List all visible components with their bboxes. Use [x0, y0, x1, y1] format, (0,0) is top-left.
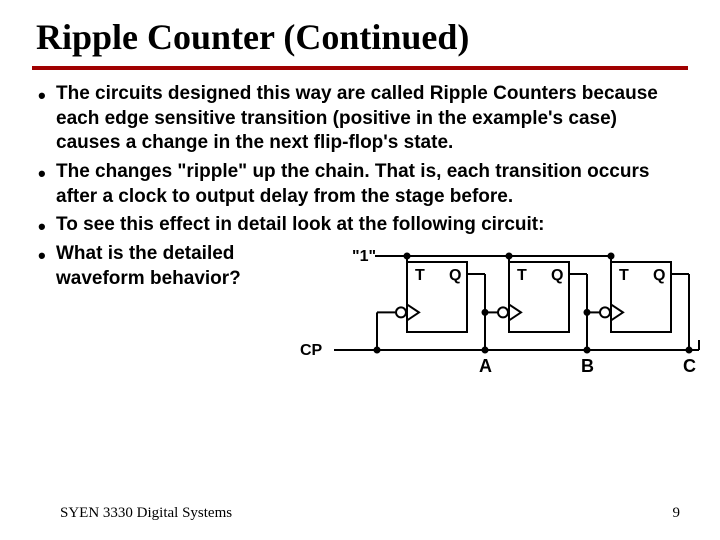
footer-left: SYEN 3330 Digital Systems — [60, 505, 232, 522]
title-underline — [32, 66, 688, 70]
svg-text:CP: CP — [300, 342, 323, 359]
svg-text:B: B — [581, 356, 594, 376]
bullet-item: What is the detailed waveform behavior? … — [34, 242, 682, 390]
page-number: 9 — [673, 505, 681, 522]
svg-text:Q: Q — [449, 267, 461, 284]
circuit-diagram: "1" CP T Q T Q T Q A B C — [294, 242, 704, 390]
svg-text:T: T — [619, 267, 629, 284]
svg-text:"1": "1" — [352, 248, 376, 265]
svg-text:Q: Q — [551, 267, 563, 284]
bullet-item: The circuits designed this way are calle… — [34, 82, 682, 156]
bullet-text: What is the detailed waveform behavior? — [56, 242, 286, 291]
svg-text:T: T — [415, 267, 425, 284]
slide-title: Ripple Counter (Continued) — [32, 16, 688, 58]
svg-text:C: C — [683, 356, 696, 376]
bullet-item: The changes "ripple" up the chain. That … — [34, 160, 682, 209]
svg-text:T: T — [517, 267, 527, 284]
circuit-svg: "1" CP T Q T Q T Q A B C — [294, 242, 704, 382]
bullet-item: To see this effect in detail look at the… — [34, 213, 682, 238]
bullet-list: The circuits designed this way are calle… — [32, 82, 688, 390]
svg-text:Q: Q — [653, 267, 665, 284]
svg-text:A: A — [479, 356, 492, 376]
